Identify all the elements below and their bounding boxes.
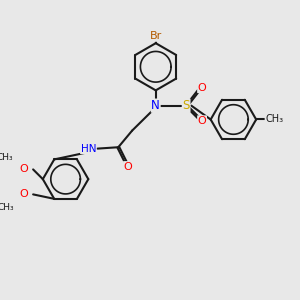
Text: S: S [183, 99, 190, 112]
Text: CH₃: CH₃ [0, 203, 14, 212]
Text: O: O [198, 116, 206, 126]
Text: CH₃: CH₃ [0, 153, 13, 162]
Text: O: O [19, 164, 28, 174]
Text: HN: HN [81, 144, 96, 154]
Text: O: O [198, 82, 206, 93]
Text: CH₃: CH₃ [265, 115, 283, 124]
Text: Br: Br [150, 31, 162, 41]
Text: O: O [19, 189, 28, 200]
Text: N: N [152, 99, 160, 112]
Text: O: O [124, 162, 132, 172]
